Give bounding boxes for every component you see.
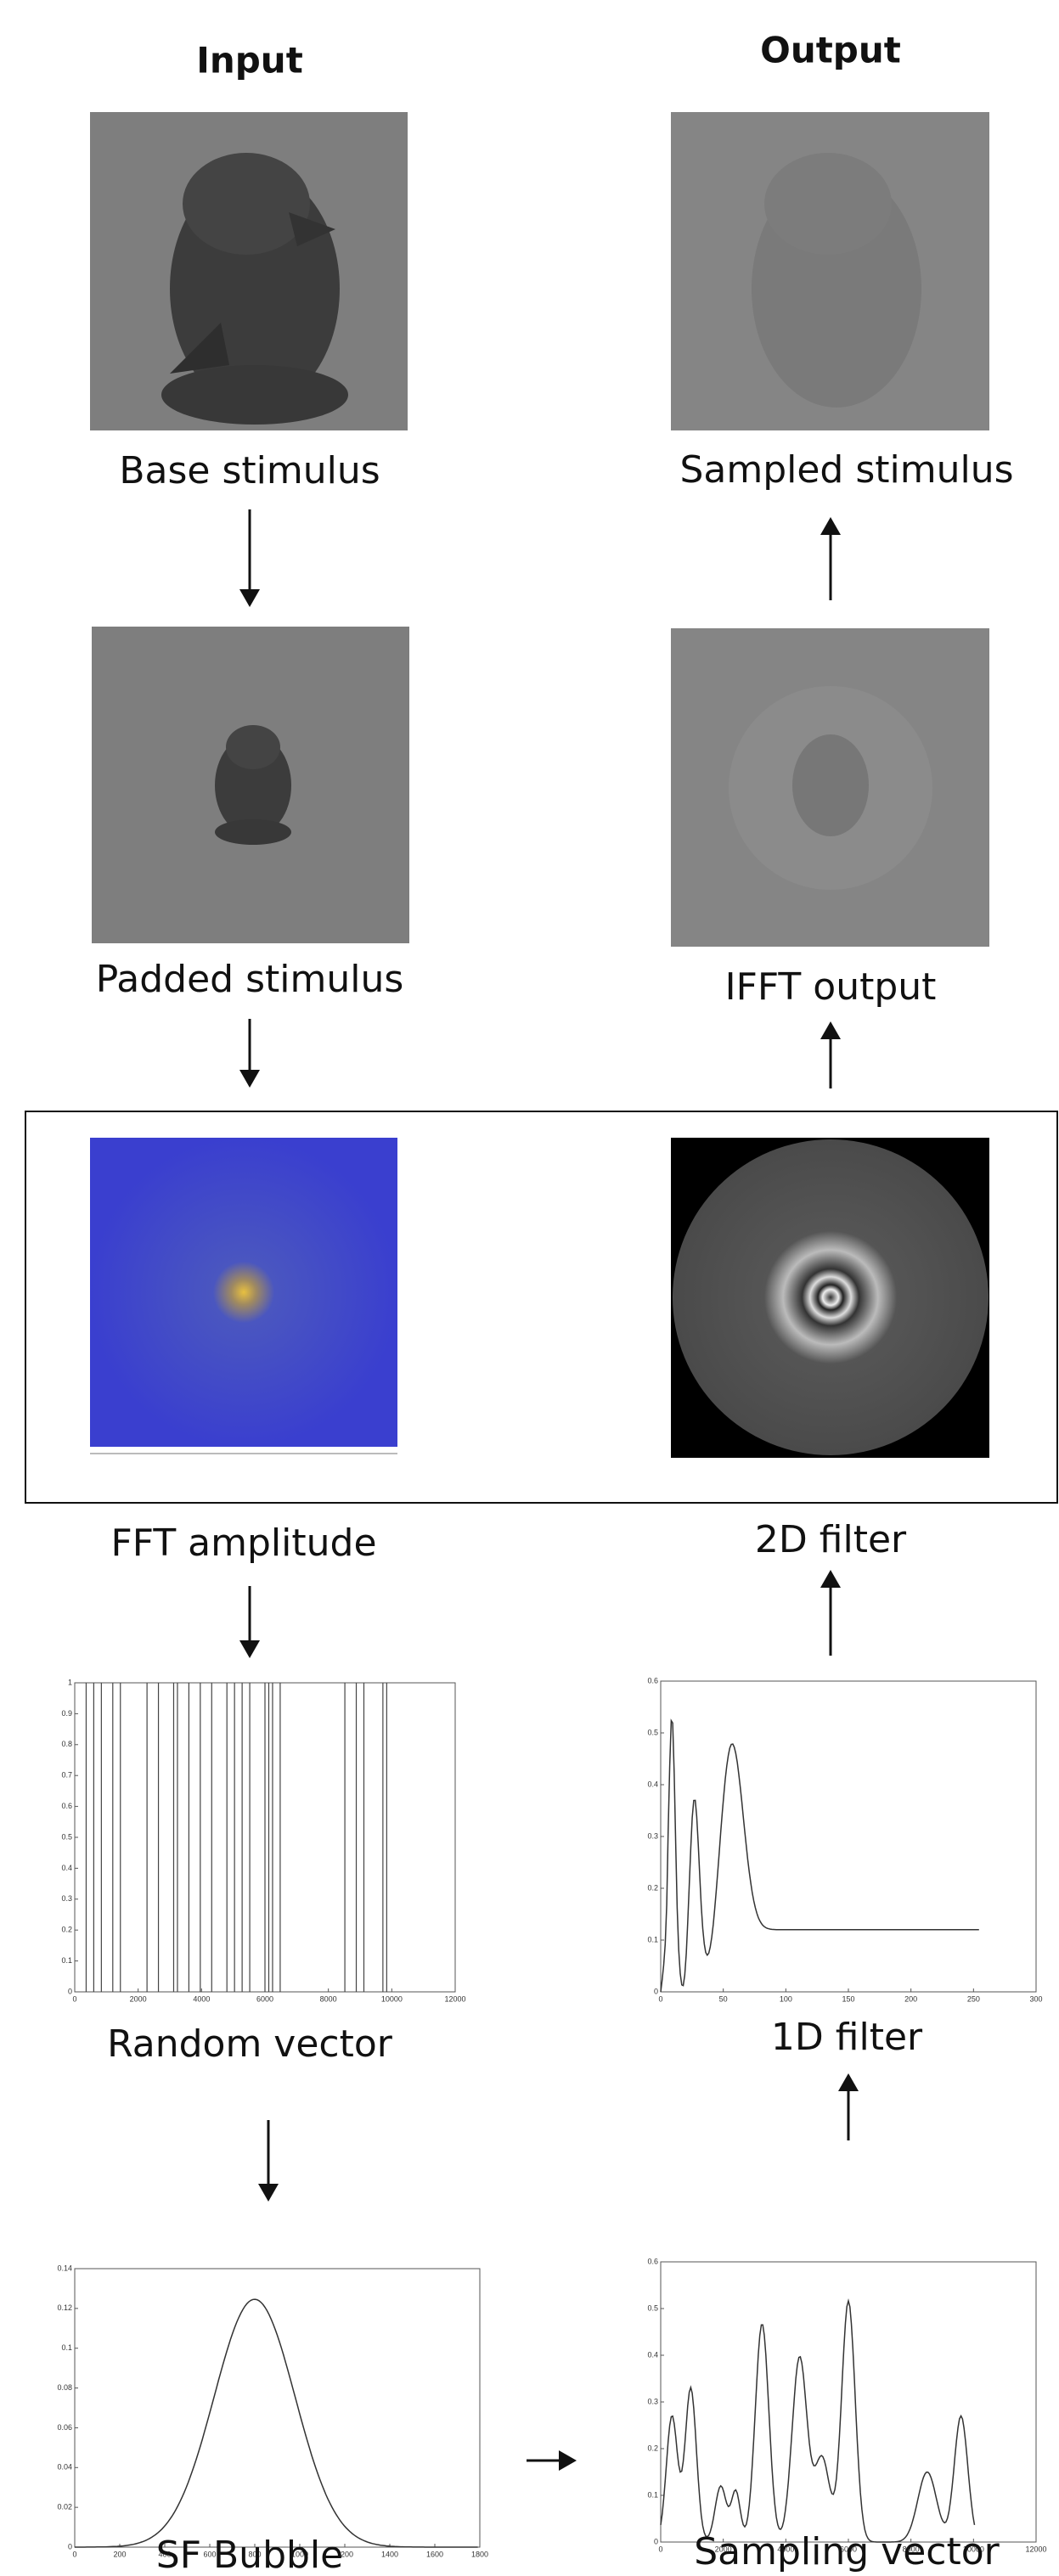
node-label: Sampling vector	[694, 2530, 1000, 2573]
y-tick-label: 0.2	[61, 1926, 72, 1934]
y-tick-label: 0.08	[57, 2383, 72, 2392]
y-tick-label: 0	[68, 2542, 72, 2551]
x-tick-label: 8000	[320, 1994, 337, 2003]
plot-frame	[75, 2269, 480, 2547]
y-tick-label: 0.8	[61, 1740, 72, 1748]
y-tick-label: 1	[68, 1678, 72, 1686]
padded-stimulus-image	[92, 627, 409, 943]
base-stimulus-image	[90, 112, 408, 430]
node-label: Random vector	[107, 2022, 393, 2066]
x-tick-label: 10000	[381, 1994, 403, 2003]
y-tick-label: 0.3	[61, 1894, 72, 1903]
y-tick-label: 0.1	[61, 1956, 72, 1965]
fft-amplitude-image	[90, 1138, 397, 1454]
plot-frame	[661, 1681, 1036, 1992]
y-tick-label: 0	[654, 2537, 658, 2545]
x-tick-label: 12000	[1025, 2545, 1046, 2553]
y-tick-label: 0.04	[57, 2463, 72, 2472]
y-tick-label: 0.4	[61, 1864, 72, 1872]
y-tick-label: 0.2	[647, 1883, 658, 1892]
y-tick-label: 0.7	[61, 1771, 72, 1780]
node-label: Sampled stimulus	[679, 448, 1013, 492]
x-tick-label: 0	[72, 1994, 76, 2003]
node-label: SF Bubble	[156, 2534, 343, 2576]
y-tick-label: 0.12	[57, 2303, 72, 2312]
y-tick-label: 0.4	[647, 1780, 658, 1788]
node-label: IFFT output	[725, 965, 937, 1009]
y-tick-label: 0.3	[647, 1831, 658, 1840]
filter-1d-plot: 0 0.1 0.2 0.3 0.4 0.5 0.6 0 50 100 150 200 250 300	[647, 1676, 1042, 2003]
x-tick-label: 12000	[444, 1994, 465, 2003]
page: {"header": {"input": "Input", "output": …	[0, 0, 1059, 2576]
x-tick-label: 200	[904, 1994, 917, 2003]
x-tick-label: 4000	[193, 1994, 210, 2003]
y-tick-label: 0.6	[61, 1802, 72, 1810]
input-header: Input	[196, 40, 303, 82]
output-header: Output	[760, 30, 901, 71]
x-tick-label: 0	[658, 1994, 662, 2003]
y-tick-label: 0	[68, 1987, 72, 1995]
x-tick-label: 100	[780, 1994, 792, 2003]
node-label: Padded stimulus	[96, 958, 404, 1001]
x-tick-label: 0	[658, 2545, 662, 2553]
x-tick-label: 300	[1029, 1994, 1042, 2003]
y-tick-label: 0.14	[57, 2264, 72, 2272]
y-tick-label: 0.6	[647, 1676, 658, 1685]
node-label: Base stimulus	[119, 449, 380, 492]
y-tick-label: 0.5	[61, 1832, 72, 1841]
node-label: 2D filter	[755, 1518, 907, 1561]
y-tick-label: 0.02	[57, 2503, 72, 2511]
y-tick-label: 0.06	[57, 2423, 72, 2432]
y-tick-label: 0.1	[647, 2490, 658, 2499]
y-tick-label: 0.1	[61, 2343, 72, 2352]
node-label: FFT amplitude	[110, 1521, 376, 1565]
filter-2d-image	[671, 1138, 989, 1458]
y-tick-label: 0.4	[647, 2350, 658, 2359]
x-tick-label: 0	[72, 2550, 76, 2558]
x-tick-label: 150	[842, 1994, 854, 2003]
x-tick-label: 250	[967, 1994, 980, 2003]
y-tick-label: 0.1	[647, 1935, 658, 1943]
random-vector-plot: 0 0.1 0.2 0.3 0.4 0.5 0.6 0.7 0.8 0.9 1 0 2000 4000 60…	[61, 1678, 465, 2003]
y-tick-label: 0.2	[647, 2444, 658, 2452]
x-tick-label: 1400	[381, 2550, 398, 2558]
x-tick-label: 1600	[426, 2550, 443, 2558]
y-tick-label: 0.9	[61, 1709, 72, 1718]
node-label: 1D filter	[771, 2016, 923, 2059]
y-tick-label: 0.3	[647, 2397, 658, 2405]
x-tick-label: 50	[719, 1994, 728, 2003]
diagram: Input Output Base stimulus Padded stimul…	[0, 0, 1059, 2576]
y-tick-label: 0	[654, 1987, 658, 1995]
x-tick-label: 1800	[471, 2550, 488, 2558]
x-tick-label: 6000	[256, 1994, 273, 2003]
sampled-stimulus-image	[671, 112, 989, 430]
y-tick-label: 0.5	[647, 1728, 658, 1736]
x-tick-label: 200	[113, 2550, 126, 2558]
x-tick-label: 2000	[130, 1994, 147, 2003]
ifft-output-image	[671, 628, 989, 947]
y-tick-label: 0.5	[647, 2303, 658, 2312]
y-tick-label: 0.6	[647, 2257, 658, 2265]
